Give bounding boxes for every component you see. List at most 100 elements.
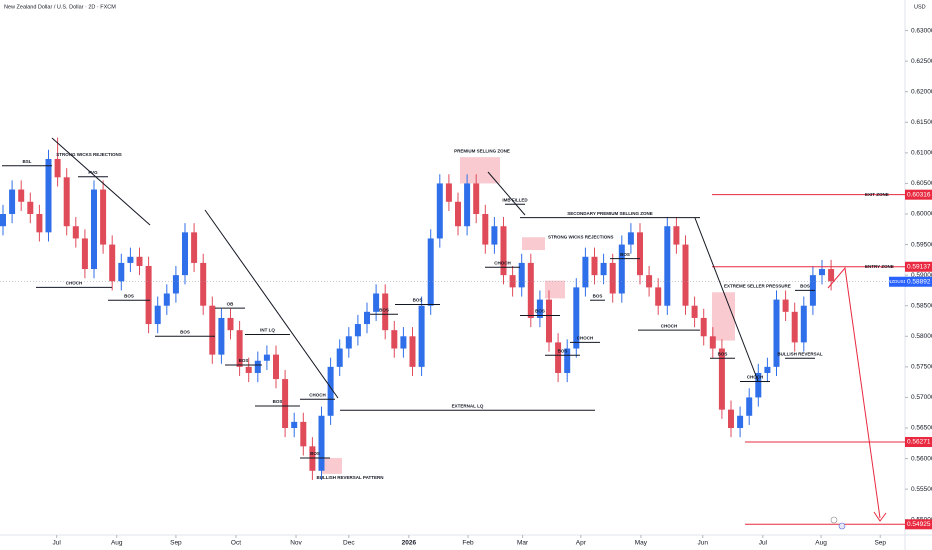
candle-body <box>0 214 6 227</box>
candle-body <box>391 330 398 349</box>
candle-body <box>527 262 534 318</box>
candle-body <box>400 336 407 349</box>
candle-body <box>236 330 243 367</box>
candle-body <box>364 311 370 325</box>
structure-label: CHOCH <box>577 336 594 341</box>
candle-body <box>182 232 188 276</box>
candle-body <box>682 244 689 306</box>
candle-body <box>209 305 216 355</box>
zone-label: EXTREME SELLER PRESSURE <box>724 283 791 288</box>
candle-body <box>263 354 270 361</box>
candle-body <box>245 366 252 373</box>
candle-body <box>627 232 634 245</box>
candle-body <box>418 305 425 367</box>
x-tick-label: 2026 <box>402 540 417 547</box>
candle-body <box>63 177 70 227</box>
structure-label: BOS <box>593 293 603 298</box>
candle-body <box>828 269 835 282</box>
structure-label: BOS <box>124 293 134 298</box>
candle-body <box>373 293 380 312</box>
structure-label: BOS <box>413 298 423 303</box>
candle-body <box>500 226 507 276</box>
candle-body <box>172 275 179 294</box>
structure-label: BULLISH REVERSAL <box>777 351 823 356</box>
candle-body <box>72 226 79 239</box>
structure-label: FVG <box>88 170 98 175</box>
level-label: ENTRY ZONE <box>865 264 894 269</box>
candle-body <box>81 238 88 270</box>
x-tick-label: Oct <box>231 540 241 547</box>
candle-body <box>455 201 461 227</box>
candle-body <box>100 189 107 245</box>
structure-label: CHOCH <box>309 392 326 397</box>
candle-body <box>291 421 298 428</box>
candle-body <box>791 311 798 343</box>
structure-label: BOS <box>558 348 568 353</box>
candle-body <box>618 244 625 294</box>
structure-label: CHOCH <box>494 260 511 265</box>
candle-body <box>819 269 825 276</box>
candle-body <box>600 262 607 276</box>
candle-body <box>191 232 198 263</box>
candle-body <box>18 189 25 202</box>
candle-body <box>9 189 16 214</box>
y-tick-label: 0.63000 <box>911 27 932 34</box>
candle-body <box>91 189 97 270</box>
candle-body <box>218 317 225 355</box>
chart-title: New Zealand Dollar / U.S. Dollar · 2D · … <box>4 4 116 10</box>
candle-body <box>327 366 334 416</box>
candle-body <box>664 226 671 306</box>
candle-body <box>336 348 343 367</box>
x-tick-label: Mar <box>517 540 529 547</box>
candle-body <box>700 317 707 337</box>
candle-body <box>728 409 734 428</box>
zone <box>322 457 342 474</box>
candle-body <box>282 379 289 428</box>
structure-label: IMB FILLED <box>502 197 528 202</box>
level-tag <box>905 437 932 448</box>
structure-label: OB <box>227 301 235 306</box>
arrowhead <box>873 511 887 522</box>
candle-body <box>536 299 543 318</box>
candle-body <box>464 183 471 227</box>
candle-body <box>655 287 662 306</box>
candle-body <box>773 299 780 367</box>
candle-body <box>746 397 753 416</box>
candle-body <box>427 238 434 306</box>
candle-body <box>109 244 116 282</box>
structure-label: BOS <box>273 399 283 404</box>
candle-body <box>354 324 361 337</box>
note: BULLISH REVERSAL PATTERN <box>316 475 383 480</box>
plot <box>322 157 735 474</box>
structure-label: BOS <box>310 451 320 456</box>
candle-body <box>673 226 680 245</box>
zone-label: STRONG WICKS REJECTIONS <box>548 234 614 239</box>
candle-body <box>737 415 744 428</box>
candle-body <box>318 415 325 471</box>
zone <box>545 280 565 299</box>
x-tick-label: Aug <box>815 540 827 547</box>
x-tick-label: Apr <box>576 540 587 547</box>
candle-body <box>136 256 143 266</box>
candle-body <box>309 446 316 471</box>
x-tick-label: Dec <box>343 540 355 547</box>
x-tick-label: Jun <box>698 540 709 547</box>
candle-body <box>300 421 307 447</box>
x-tick-label: May <box>635 540 648 547</box>
candle-body <box>646 275 653 288</box>
candle-body <box>800 305 807 343</box>
structure-label: EXTERNAL LQ <box>452 403 484 408</box>
candle-body <box>518 262 525 288</box>
note: STRONG WICKS REJECTIONS <box>56 152 122 157</box>
candle-body <box>36 214 43 233</box>
x-tick-label: Sep <box>874 540 886 547</box>
